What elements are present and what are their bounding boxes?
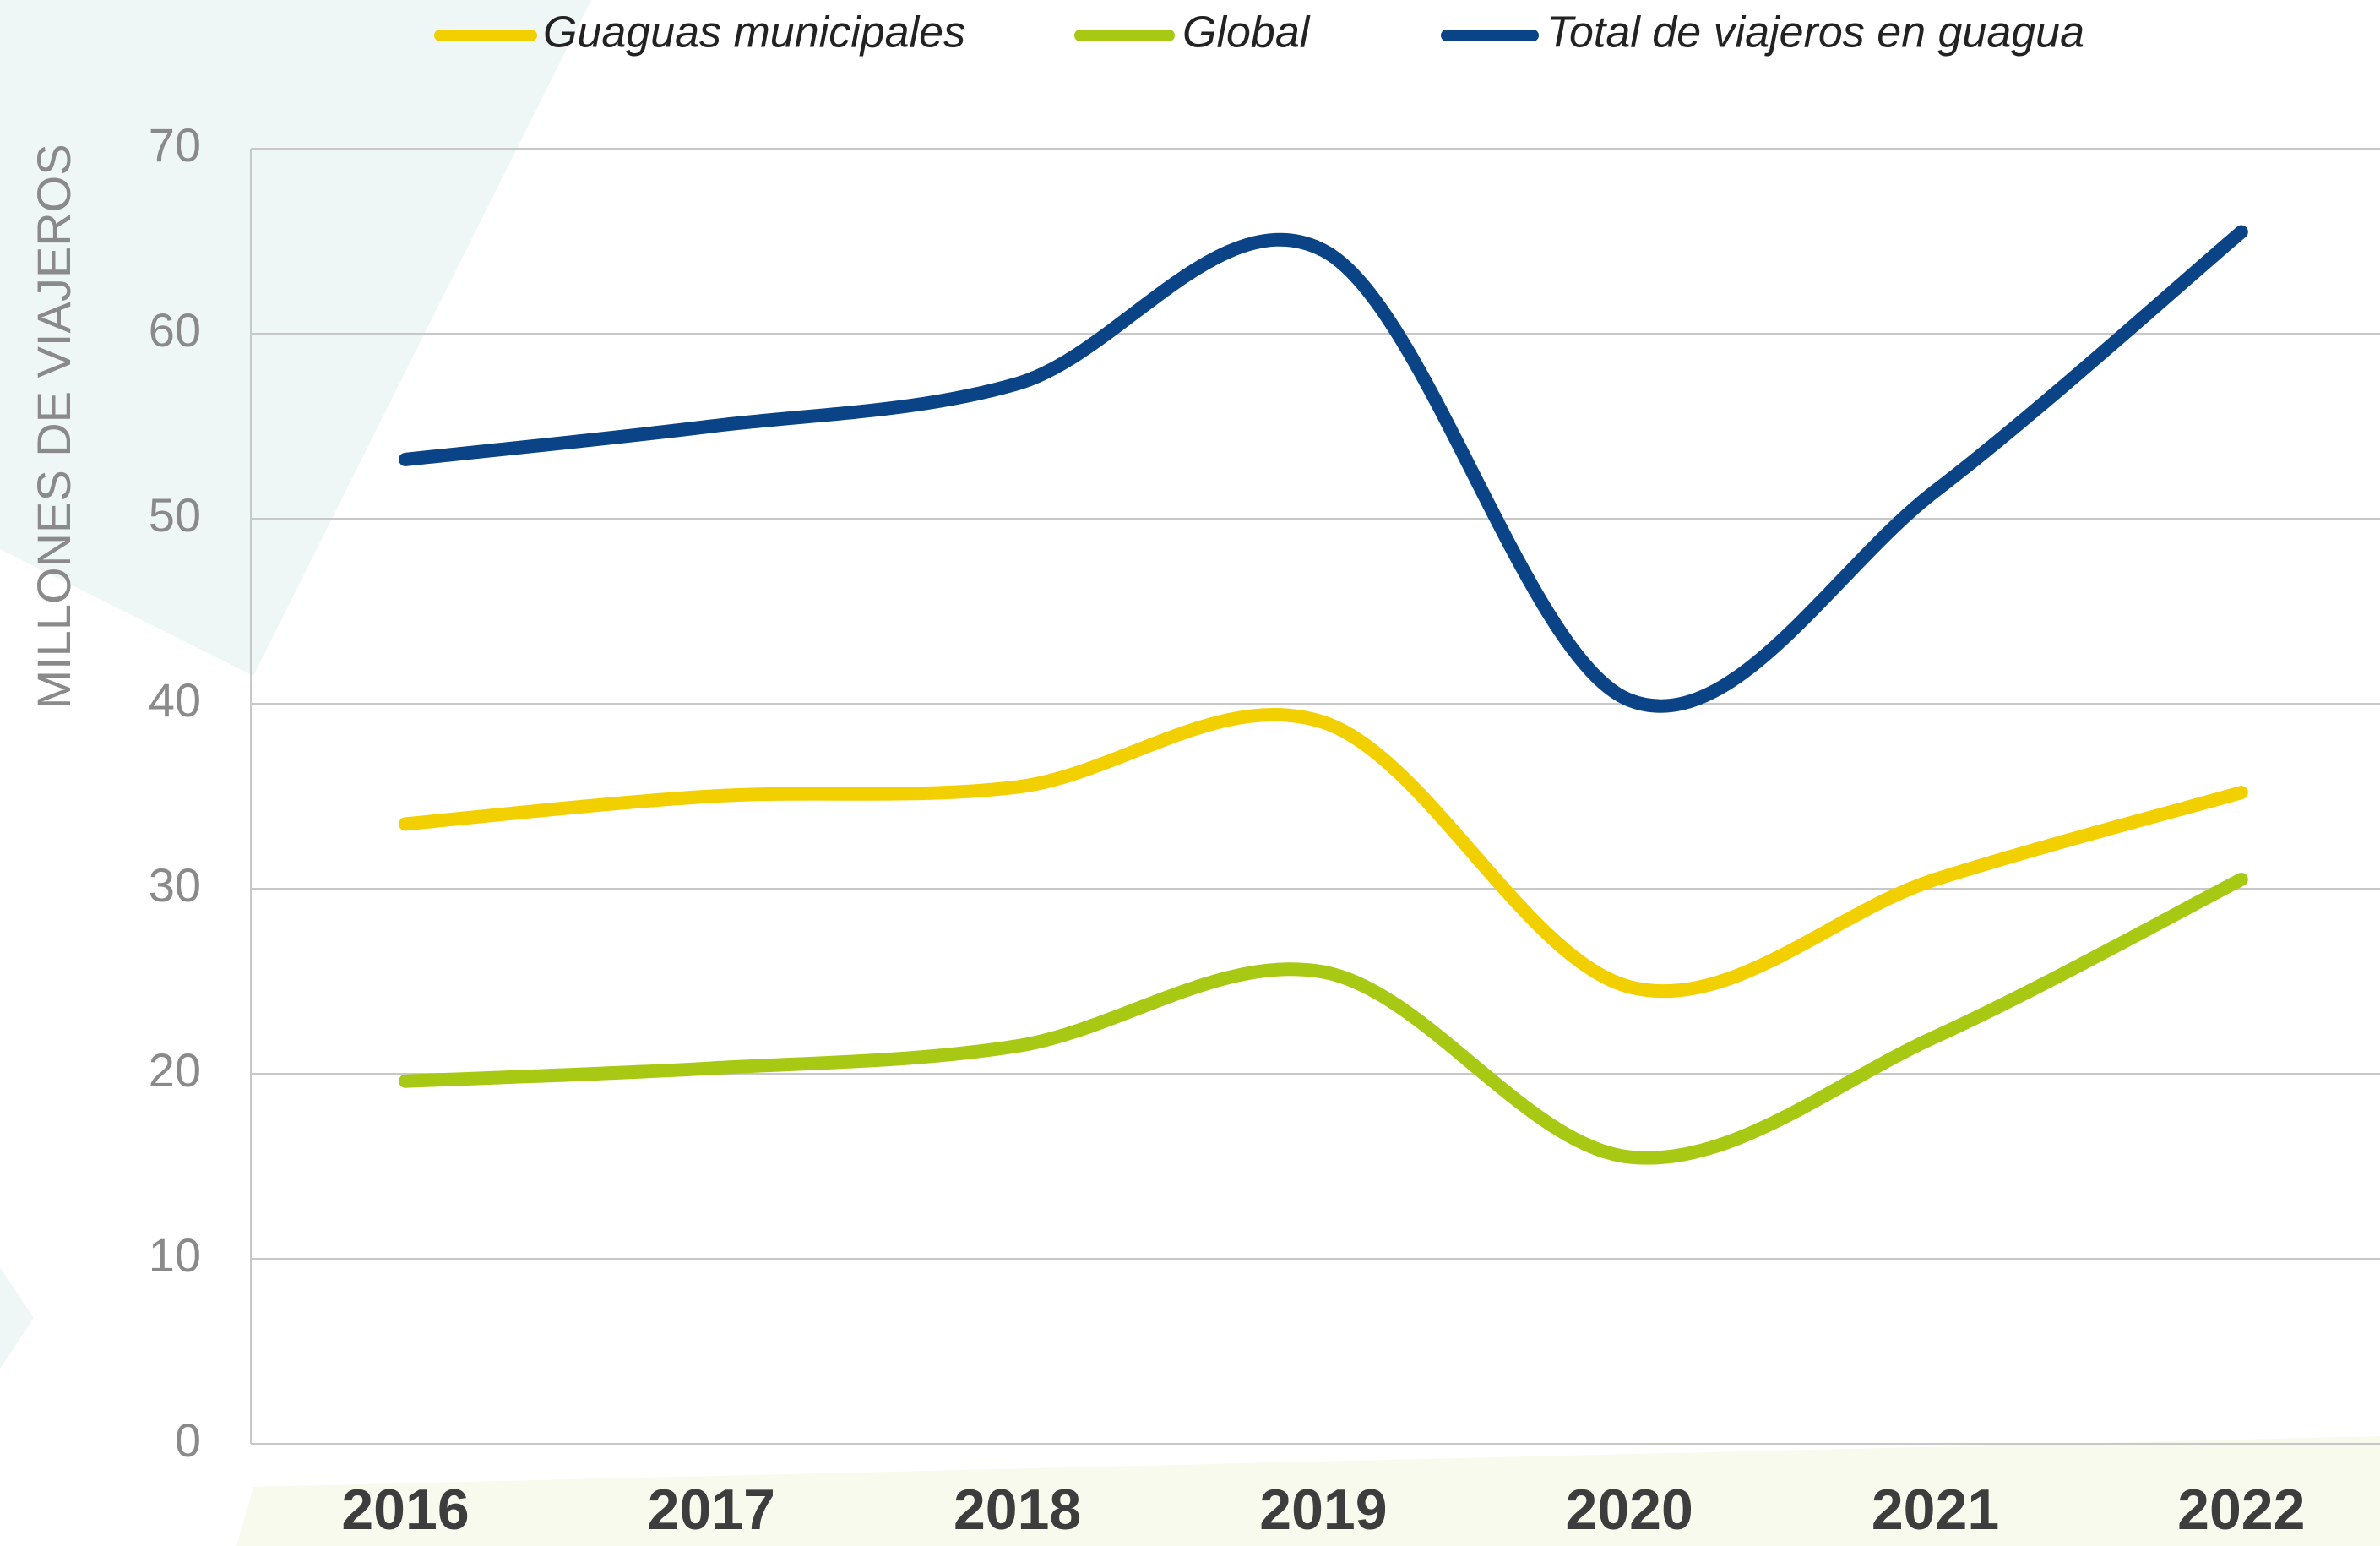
y-tick-label: 0 — [175, 1413, 201, 1467]
y-axis-title: MILLONES DE VIAJEROS — [27, 144, 80, 709]
series-line — [399, 873, 2248, 1165]
x-tick-label: 2020 — [1566, 1478, 1693, 1542]
series-line — [399, 225, 2248, 713]
legend-label: Guaguas municipales — [543, 8, 965, 57]
background-shape — [0, 0, 591, 676]
legend-label: Total de viajeros en guagua — [1546, 8, 2084, 57]
x-tick-label: 2022 — [2177, 1478, 2305, 1542]
y-tick-label: 30 — [149, 858, 201, 912]
x-tick-label: 2019 — [1259, 1478, 1387, 1542]
series-line — [399, 707, 2248, 999]
x-tick-label: 2018 — [954, 1478, 1081, 1542]
y-tick-label: 10 — [149, 1228, 201, 1282]
x-tick-label: 2016 — [341, 1478, 469, 1542]
y-tick-label: 60 — [149, 303, 201, 357]
x-tick-label: 2021 — [1872, 1478, 1999, 1542]
background-shape — [236, 1436, 2380, 1546]
x-tick-label: 2017 — [648, 1478, 775, 1542]
y-tick-label: 20 — [149, 1043, 201, 1097]
background-shape — [0, 1267, 34, 1369]
y-tick-label: 40 — [149, 673, 201, 727]
legend-label: Global — [1182, 8, 1311, 57]
y-tick-label: 70 — [149, 118, 201, 171]
y-tick-label: 50 — [149, 488, 201, 542]
